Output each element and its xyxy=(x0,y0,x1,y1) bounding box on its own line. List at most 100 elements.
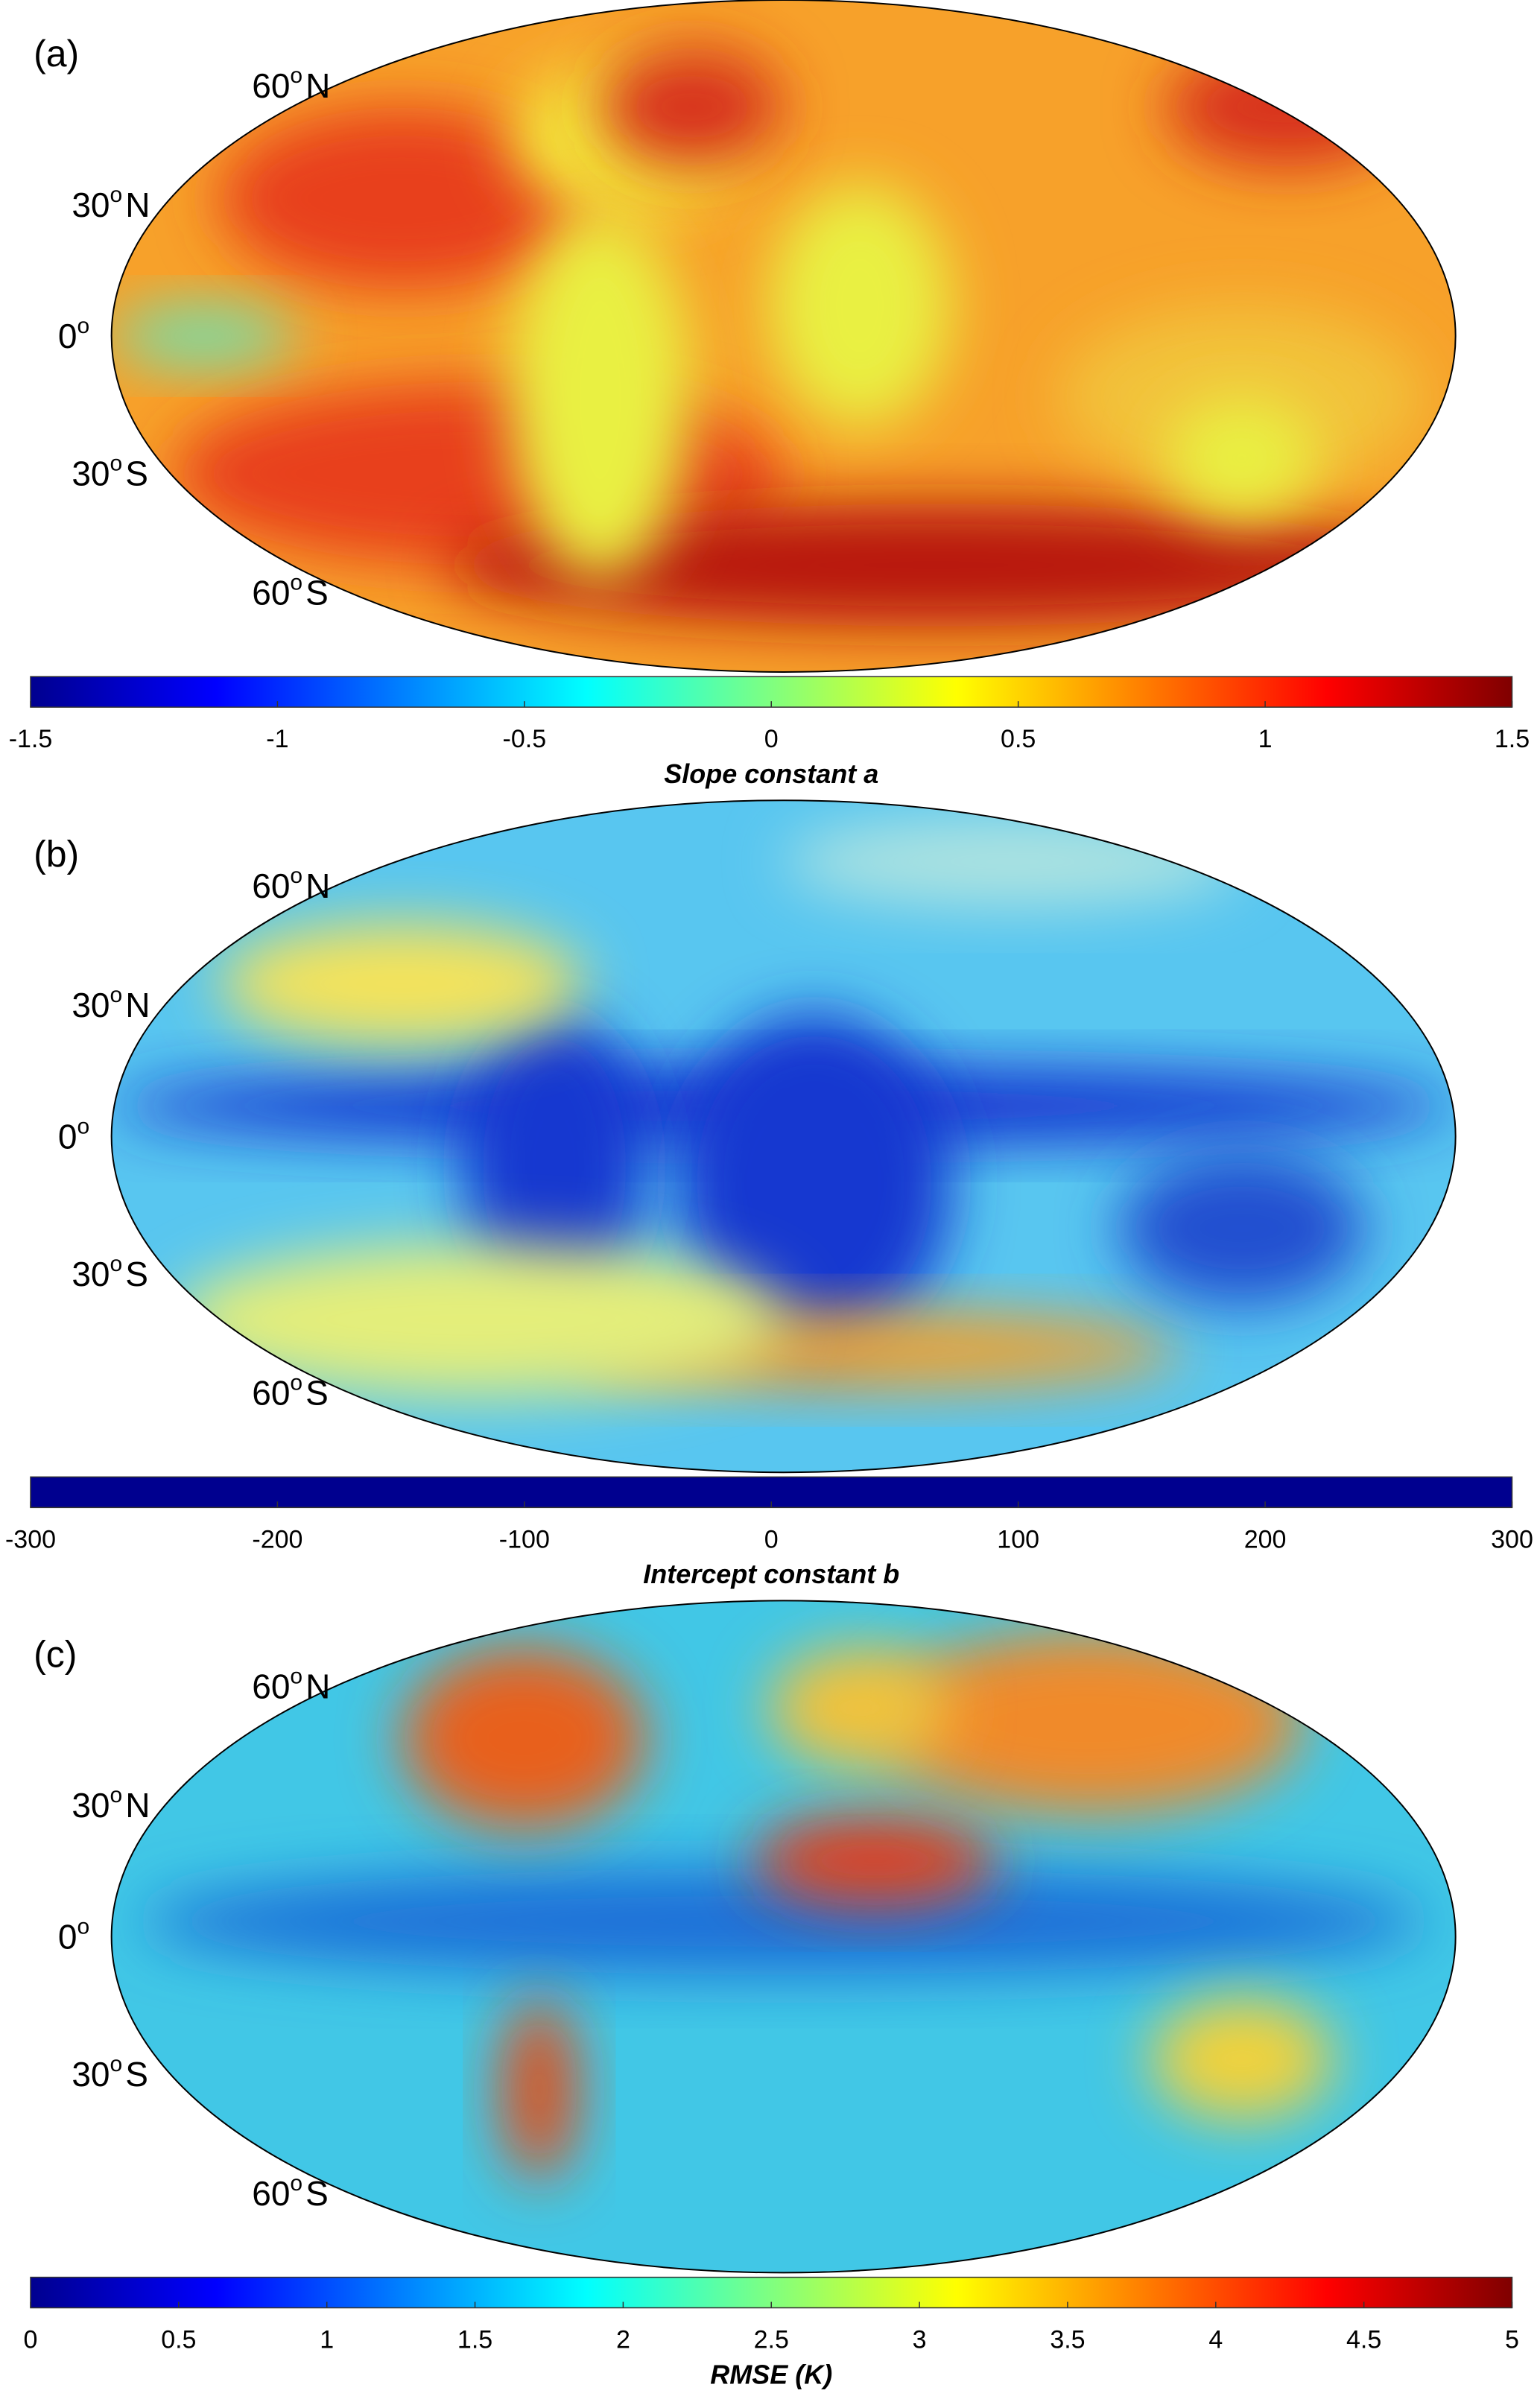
colorbar-tick-label: 300 xyxy=(1491,1525,1533,1553)
latitude-number: 60 xyxy=(252,1374,290,1413)
latitude-label: 60oS xyxy=(252,570,329,612)
map-field xyxy=(172,1243,784,1396)
map-outline xyxy=(110,799,1457,1474)
hemisphere: S xyxy=(305,1374,329,1413)
colorbar-label: RMSE (K) xyxy=(710,2359,832,2389)
map-field xyxy=(1165,45,1410,168)
map-field xyxy=(1150,1997,1334,2120)
latitude-label: 0o xyxy=(58,314,89,355)
map xyxy=(111,800,1456,1473)
colorbar-tick-label: 2.5 xyxy=(754,2326,789,2354)
colorbar-tick-label: 0.5 xyxy=(161,2326,196,2354)
colorbar-tick-label: 4 xyxy=(1208,2326,1223,2354)
hemisphere: S xyxy=(125,2055,148,2094)
latitude-number: 30 xyxy=(72,454,110,493)
map-field xyxy=(752,1814,998,1907)
map-field xyxy=(600,45,784,168)
hemisphere: S xyxy=(305,2174,329,2213)
colorbar-tick-label: 1 xyxy=(320,2326,334,2354)
degree-sign: o xyxy=(110,1252,123,1276)
hemisphere: N xyxy=(305,1667,330,1705)
map xyxy=(111,1600,1456,2273)
latitude-label: 0o xyxy=(58,1914,89,1956)
latitude-number: 30 xyxy=(72,186,110,224)
latitude-number: 0 xyxy=(58,317,77,355)
hemisphere: S xyxy=(305,574,329,612)
colorbar-tick-label: 1 xyxy=(1258,725,1273,753)
colorbar-tick-label: 0 xyxy=(764,1525,779,1553)
colorbar-tick-label: 0.5 xyxy=(1001,725,1036,753)
latitude-number: 60 xyxy=(252,574,290,612)
colorbar-tick-label: 1.5 xyxy=(457,2326,492,2354)
degree-sign: o xyxy=(110,983,123,1007)
degree-sign: o xyxy=(110,183,123,207)
degree-sign: o xyxy=(110,2052,123,2076)
latitude-label: 30oS xyxy=(72,2052,148,2094)
map-field xyxy=(447,504,1425,627)
map-field xyxy=(768,1646,952,1769)
hemisphere: N xyxy=(125,1786,150,1825)
map-field xyxy=(1165,397,1319,519)
degree-sign: o xyxy=(290,1664,302,1688)
latitude-label: 60oN xyxy=(252,864,330,905)
colorbar-tick-label: -100 xyxy=(499,1525,550,1553)
hemisphere: N xyxy=(305,66,330,105)
panel-label: (b) xyxy=(34,833,79,875)
colorbar-tick-label: 2 xyxy=(616,2326,630,2354)
latitude-label: 30oS xyxy=(72,1252,148,1293)
latitude-label: 30oN xyxy=(72,1783,150,1825)
map-field xyxy=(676,1014,952,1351)
degree-sign: o xyxy=(77,314,89,338)
colorbar-tick-label: 100 xyxy=(997,1525,1039,1553)
map-field xyxy=(768,183,952,428)
map xyxy=(111,0,1456,672)
colorbar-tick-label: 5 xyxy=(1505,2326,1519,2354)
map-field xyxy=(402,1646,647,1830)
map-field xyxy=(1119,1151,1364,1305)
colorbar-tick-label: 0 xyxy=(764,725,779,753)
latitude-number: 60 xyxy=(252,2174,290,2213)
latitude-label: 30oN xyxy=(72,983,150,1024)
latitude-label: 0o xyxy=(58,1114,89,1156)
colorbar-label: Slope constant a xyxy=(664,758,878,789)
degree-sign: o xyxy=(290,63,302,88)
colorbar-tick-label: 4.5 xyxy=(1346,2326,1381,2354)
map-field xyxy=(508,214,692,580)
latitude-label: 60oN xyxy=(252,1664,330,1705)
latitude-number: 0 xyxy=(58,1117,77,1156)
degree-sign: o xyxy=(290,2171,302,2196)
latitude-number: 60 xyxy=(252,1667,290,1705)
degree-sign: o xyxy=(110,451,123,476)
colorbar-tick-label: 1.5 xyxy=(1495,725,1530,753)
map-outline xyxy=(110,0,1457,673)
degree-sign: o xyxy=(290,1371,302,1395)
map-field xyxy=(142,1868,1425,1975)
colorbar-tick-label: -200 xyxy=(252,1525,302,1553)
map-field xyxy=(463,1014,647,1320)
latitude-number: 30 xyxy=(72,986,110,1024)
latitude-label: 60oS xyxy=(252,1371,329,1413)
latitude-number: 60 xyxy=(252,866,290,905)
hemisphere: S xyxy=(125,454,148,493)
hemisphere: N xyxy=(305,866,330,905)
latitude-label: 30oS xyxy=(72,451,148,493)
latitude-number: 60 xyxy=(252,66,290,105)
latitude-label: 30oN xyxy=(72,183,150,224)
colorbar-label: Intercept constant b xyxy=(643,1559,899,1589)
colorbar-tick-label: -1.5 xyxy=(9,725,53,753)
degree-sign: o xyxy=(110,1783,123,1807)
map-field xyxy=(783,815,1242,907)
degree-sign: o xyxy=(290,570,302,595)
latitude-number: 30 xyxy=(72,2055,110,2094)
degree-sign: o xyxy=(290,864,302,888)
latitude-number: 0 xyxy=(58,1918,77,1956)
panel-label: (a) xyxy=(34,33,79,75)
colorbar-tick-label: 0 xyxy=(24,2326,38,2354)
map-field xyxy=(875,1631,1303,1815)
latitude-label: 60oS xyxy=(252,2171,329,2213)
colorbar-tick-label: -0.5 xyxy=(503,725,547,753)
degree-sign: o xyxy=(77,1114,89,1138)
map-field xyxy=(218,107,586,291)
